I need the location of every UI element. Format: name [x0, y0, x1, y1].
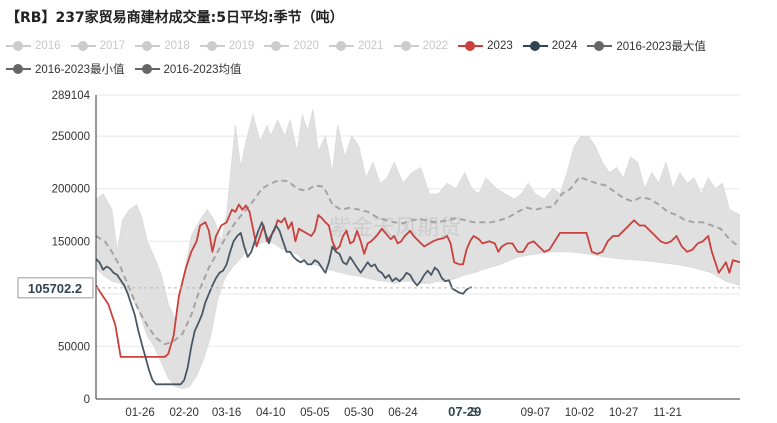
legend-marker-icon [135, 40, 161, 52]
legend-label: 2022 [422, 40, 449, 52]
legend-marker-icon [587, 40, 613, 52]
legend-item-2016-2023最大值[interactable]: 2016-2023最大值 [587, 38, 706, 54]
legend-item-2022[interactable]: 2022 [393, 40, 449, 52]
legend-item-2017[interactable]: 2017 [70, 40, 126, 52]
legend-item-2024[interactable]: 2024 [522, 40, 578, 52]
chart-title: 【RB】237家贸易商建材成交量:5日平均:季节（吨） [6, 10, 344, 26]
series-2024-line [95, 221, 472, 386]
legend-label: 2016-2023最小值 [35, 64, 125, 76]
legend-label: 2021 [357, 40, 384, 52]
legend-item-2023[interactable]: 2023 [458, 40, 513, 52]
crosshair-value-box [17, 277, 94, 299]
legend-marker-icon [70, 40, 96, 52]
legend-label: 2016-2023均值 [163, 64, 242, 76]
x-tick-label: 05-05 [300, 407, 329, 419]
legend-row-2: 2016-2023最小值 2016-2023均值 [6, 61, 252, 78]
x-tick-label: 3 [470, 407, 476, 419]
y-tick-label: 289104 [52, 90, 91, 102]
legend-marker-icon [6, 63, 31, 75]
legend-marker-icon [134, 63, 160, 75]
x-tick-label: 03-16 [212, 407, 241, 419]
legend-label: 2016 [35, 40, 61, 52]
y-tick-label: 150000 [52, 236, 90, 248]
legend-item-2020[interactable]: 2020 [264, 40, 319, 52]
x-tick-label: 01-26 [125, 407, 154, 419]
legend-marker-icon [6, 40, 31, 52]
legend-marker-icon [264, 40, 290, 52]
legend-item-2021[interactable]: 2021 [328, 40, 384, 52]
series-min-line [95, 240, 741, 390]
x-tick-label: 02-20 [170, 407, 199, 419]
x-tick-label: 10-27 [609, 407, 638, 419]
legend-label: 2017 [99, 40, 126, 52]
x-tick-label: 05-30 [344, 407, 373, 419]
y-tick-label: 200000 [52, 184, 90, 196]
x-tick-label: 10-02 [565, 407, 594, 419]
x-tick-label: 07-29 [448, 404, 481, 419]
legend-item-2016[interactable]: 2016 [6, 40, 61, 52]
legend-label: 2019 [228, 40, 255, 52]
y-tick-label: 250000 [52, 131, 90, 143]
legend-row-1: 2016 2017 2018 2019 2020 2021 2022 2023 2024 2016… [6, 38, 716, 55]
legend-label: 2024 [551, 40, 578, 52]
legend-item-2019[interactable]: 2019 [199, 40, 255, 52]
legend-label: 2023 [487, 40, 513, 52]
y-tick-label: 0 [84, 394, 90, 406]
legend-item-2016-2023最小值[interactable]: 2016-2023最小值 [6, 61, 125, 77]
series-average-line [95, 175, 741, 346]
x-tick-label: 04-10 [256, 407, 285, 419]
legend-item-2018[interactable]: 2018 [135, 40, 190, 52]
legend-label: 2018 [164, 40, 190, 52]
min-max-band [96, 109, 740, 389]
x-tick-label: 11-21 [653, 407, 682, 419]
legend-marker-icon [393, 40, 419, 52]
legend-marker-icon [328, 40, 354, 52]
x-tick-label: 06-24 [388, 407, 418, 419]
x-tick-label: 09-07 [521, 407, 550, 419]
crosshair-value-label: 105702.2 [28, 281, 82, 296]
legend-marker-icon [522, 40, 548, 52]
legend-marker-icon [199, 40, 225, 52]
series-max-line [95, 109, 741, 322]
y-tick-label: 50000 [58, 341, 90, 353]
legend-item-2016-2023均值[interactable]: 2016-2023均值 [134, 61, 242, 77]
legend-label: 2020 [293, 40, 319, 52]
series-2023-line [95, 203, 741, 358]
legend-marker-icon [458, 40, 484, 52]
legend-label: 2016-2023最大值 [616, 41, 706, 53]
